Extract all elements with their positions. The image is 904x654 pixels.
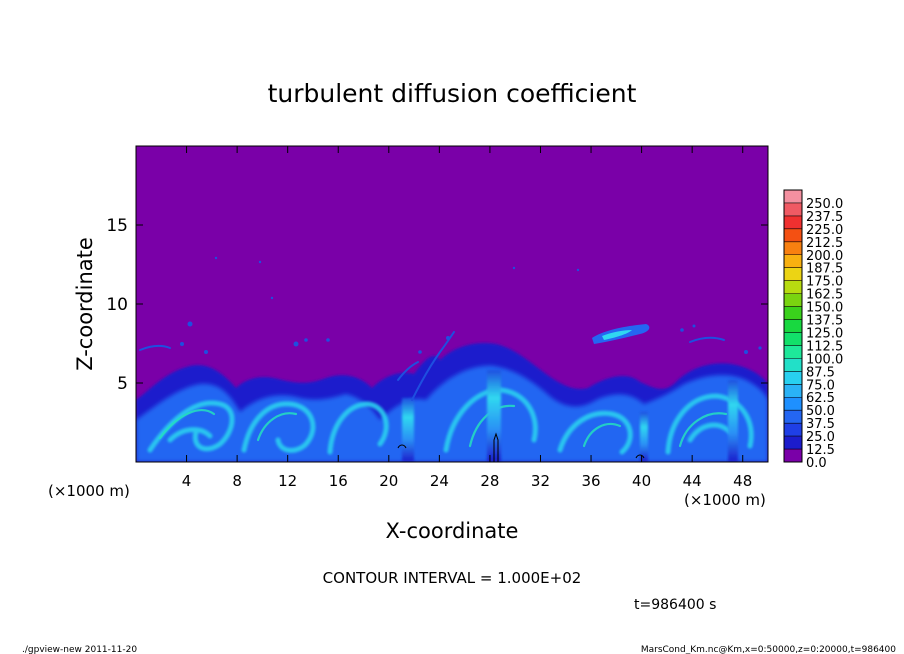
x-unit-label-right: (×1000 m) <box>684 491 766 509</box>
x-tick-label: 20 <box>379 472 398 490</box>
x-tick-label: 4 <box>182 472 192 490</box>
x-tick-label: 32 <box>531 472 550 490</box>
colorbar-label: 162.5 <box>806 288 843 303</box>
x-tick-label: 36 <box>581 472 600 490</box>
colorbar-label: 25.0 <box>806 430 835 445</box>
colorbar-swatch <box>784 267 802 281</box>
x-tick-label: 12 <box>278 472 297 490</box>
colorbar-label: 250.0 <box>806 197 843 212</box>
colorbar-label: 187.5 <box>806 262 843 277</box>
colorbar-label: 200.0 <box>806 249 843 264</box>
plume-column <box>728 380 738 462</box>
y-tick-label: 15 <box>106 216 128 236</box>
colorbar-label: 75.0 <box>806 378 835 393</box>
colorbar-label: 62.5 <box>806 391 835 406</box>
colorbar-swatch <box>784 371 802 385</box>
colorbar-swatch <box>784 319 802 333</box>
colorbar-label: 112.5 <box>806 339 843 354</box>
contour-interval-label: CONTOUR INTERVAL = 1.000E+02 <box>323 569 582 587</box>
colorbar-label: 150.0 <box>806 301 843 316</box>
colorbar-swatch <box>784 423 802 437</box>
footer-left: ./gpview-new 2011-11-20 <box>22 645 137 654</box>
time-label: t=986400 s <box>634 597 716 613</box>
colorbar-swatch <box>784 436 802 450</box>
turbulence-field <box>136 256 768 462</box>
footer-right: MarsCond_Km.nc@Km,x=0:50000,z=0:20000,t=… <box>641 645 896 654</box>
x-tick-label: 24 <box>430 472 449 490</box>
colorbar-label: 87.5 <box>806 365 835 380</box>
x-tick-label: 8 <box>232 472 242 490</box>
colorbar-swatch <box>784 228 802 242</box>
turbulent-layer-mid <box>136 365 768 462</box>
colorbar-swatch <box>784 241 802 255</box>
y-axis-label: Z-coordinate <box>73 237 97 371</box>
colorbar-swatch <box>784 358 802 372</box>
plume-column <box>640 412 648 462</box>
colorbar-swatch <box>784 202 802 216</box>
colorbar-swatch <box>784 449 802 462</box>
colorbar-swatch <box>784 384 802 398</box>
colorbar-label: 225.0 <box>806 223 843 238</box>
colorbar-label: 212.5 <box>806 236 843 251</box>
x-tick-label: 48 <box>733 472 752 490</box>
x-axis-label: X-coordinate <box>386 519 519 543</box>
colorbar-label: 137.5 <box>806 314 843 329</box>
colorbar-swatch <box>784 190 802 203</box>
colorbar-swatch <box>784 410 802 424</box>
x-axis: 4 8 12 16 20 24 28 32 36 40 44 48 <box>182 146 752 490</box>
colorbar-label: 237.5 <box>806 210 843 225</box>
colorbar-swatch <box>784 280 802 294</box>
colorbar-swatch <box>784 293 802 307</box>
colorbar: 0.012.525.037.550.062.575.087.5100.0112.… <box>783 189 843 471</box>
colorbar-label: 37.5 <box>806 417 835 432</box>
colorbar-label: 0.0 <box>806 456 827 471</box>
colorbar-swatch <box>784 306 802 320</box>
colorbar-swatch <box>784 397 802 411</box>
colorbar-label: 100.0 <box>806 352 843 367</box>
plume-column <box>402 398 414 462</box>
x-tick-label: 40 <box>632 472 651 490</box>
colorbar-swatch <box>784 254 802 268</box>
colorbar-label: 175.0 <box>806 275 843 290</box>
x-tick-label: 16 <box>329 472 348 490</box>
colorbar-frame <box>783 189 803 463</box>
x-tick-label: 44 <box>683 472 702 490</box>
chart-title: turbulent diffusion coefficient <box>268 79 637 108</box>
colorbar-swatch <box>784 332 802 346</box>
x-tick-label: 28 <box>480 472 499 490</box>
colorbar-label: 50.0 <box>806 404 835 419</box>
y-axis: 5 10 15 <box>106 216 768 394</box>
y-tick-label: 5 <box>117 374 128 394</box>
x-unit-label-left: (×1000 m) <box>48 482 130 500</box>
y-tick-label: 10 <box>106 295 128 315</box>
colorbar-label: 125.0 <box>806 326 843 341</box>
colorbar-swatch <box>784 345 802 359</box>
colorbar-swatch <box>784 215 802 229</box>
colorbar-label: 12.5 <box>806 443 835 458</box>
